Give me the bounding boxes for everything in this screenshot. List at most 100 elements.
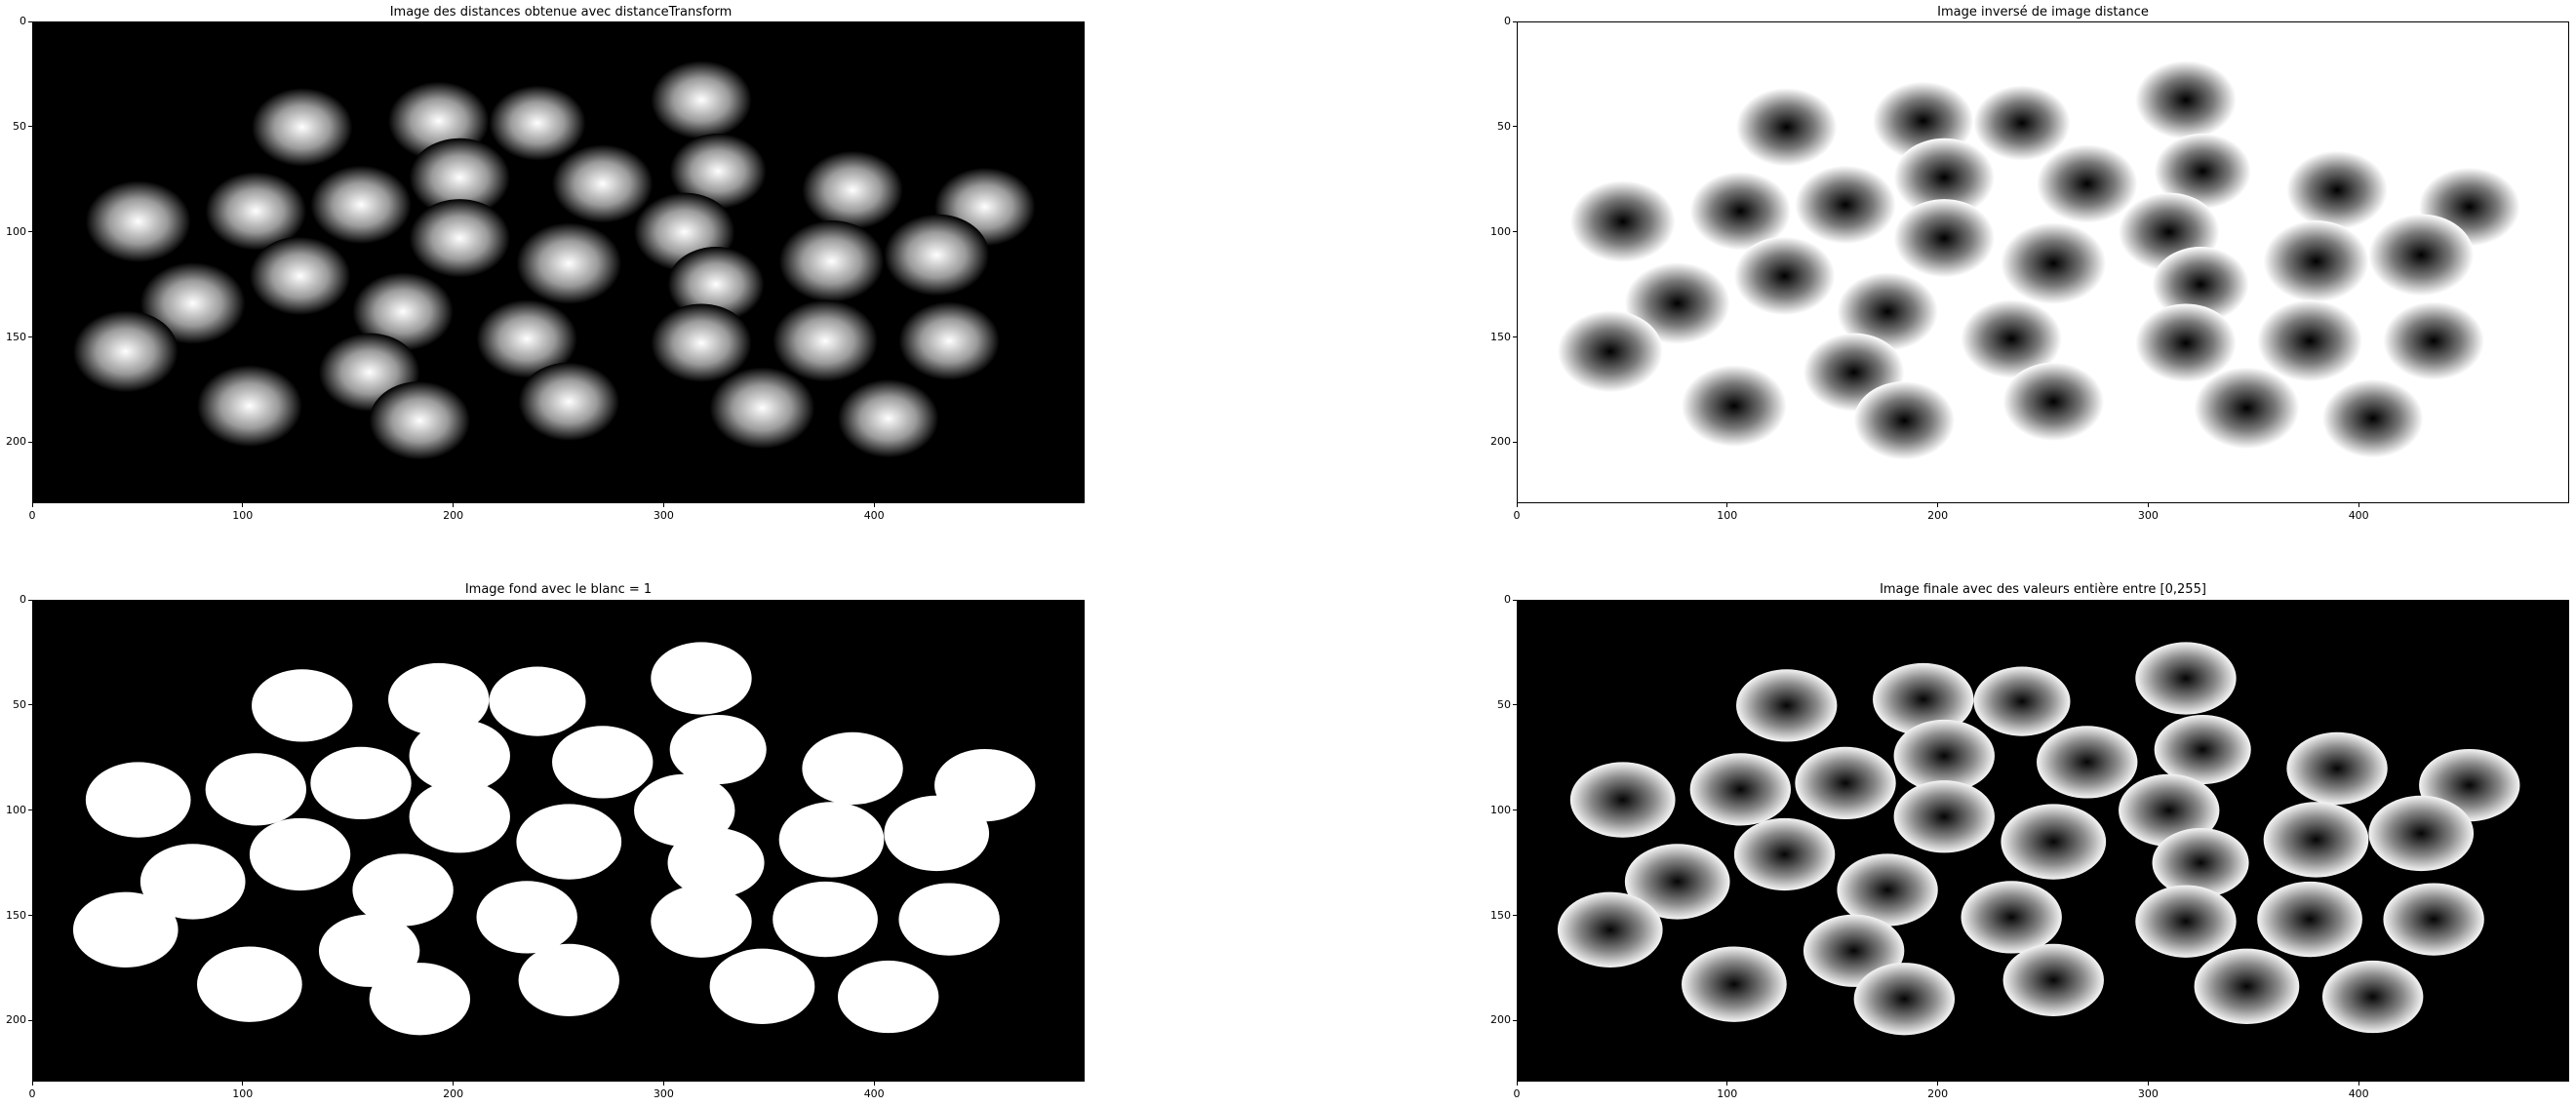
- x-tick-mark: [31, 1082, 33, 1086]
- x-tick-mark: [662, 503, 664, 507]
- x-tick-label: 200: [443, 1087, 464, 1100]
- x-tick-mark: [242, 1082, 244, 1086]
- final-blob: [2321, 960, 2424, 1034]
- x-tick-mark: [1516, 503, 1518, 507]
- distance-blob: [85, 180, 191, 262]
- panel-binary-background: Image fond avec le blanc = 1: [32, 582, 1085, 1082]
- distance-blob: [518, 362, 619, 442]
- inverse-blob: [2001, 222, 2107, 304]
- y-tick-label: 0: [20, 593, 26, 606]
- y-tick-label: 200: [6, 435, 26, 449]
- x-tick-mark: [1516, 1082, 1518, 1086]
- distance-blob: [310, 165, 412, 245]
- binary-blob: [709, 948, 815, 1024]
- panel-title: Image fond avec le blanc = 1: [464, 582, 653, 597]
- y-tick-label: 150: [1490, 908, 1511, 922]
- distance-blob: [352, 272, 454, 351]
- inverse-blob: [2383, 301, 2484, 380]
- binary-blob: [409, 719, 510, 793]
- final-blob: [1736, 669, 1838, 742]
- inverse-blob: [2002, 362, 2104, 442]
- inverse-blob: [2194, 367, 2300, 450]
- final-blob: [1624, 844, 1730, 920]
- final-blob: [2002, 943, 2104, 1016]
- inverse-blob: [2152, 247, 2249, 323]
- x-tick-label: 100: [232, 1087, 254, 1100]
- x-tick-mark: [1937, 503, 1939, 507]
- final-blob: [1557, 891, 1663, 968]
- final-blob: [2194, 948, 2300, 1024]
- inverse-blob: [1689, 172, 1792, 251]
- y-tick-mark: [1513, 441, 1517, 443]
- y-tick-label: 0: [20, 15, 26, 27]
- inverse-blob: [2037, 144, 2138, 223]
- y-tick-label: 100: [1490, 224, 1511, 238]
- y-tick-label: 50: [13, 119, 26, 133]
- distance-blob: [516, 222, 622, 304]
- y-tick-label: 200: [1490, 435, 1511, 449]
- inverse-blob: [1624, 262, 1730, 344]
- binary-blob: [409, 780, 510, 853]
- x-tick-label: 100: [1717, 1087, 1738, 1100]
- binary-blob: [369, 963, 471, 1036]
- panel-title: Image inversé de image distance: [1937, 5, 2149, 20]
- inverse-blob: [1733, 236, 1836, 316]
- final-blob: [1893, 719, 1995, 793]
- x-tick-mark: [1937, 1082, 1939, 1086]
- image-canvas: [1518, 22, 2568, 502]
- distance-blob: [669, 133, 767, 210]
- binary-blob: [778, 802, 885, 878]
- x-tick-mark: [453, 1082, 455, 1086]
- final-blob: [1795, 746, 1896, 820]
- x-tick-mark: [242, 503, 244, 507]
- final-blob: [2286, 731, 2388, 806]
- binary-blob: [651, 885, 752, 958]
- binary-blob: [388, 662, 490, 736]
- x-tick-mark: [2147, 1082, 2149, 1086]
- inverse-blob: [2263, 220, 2369, 302]
- y-tick-mark: [28, 126, 32, 128]
- inverse-blob: [1557, 310, 1663, 393]
- panel-inverse-distance: Image inversé de image distance: [0, 0, 2576, 546]
- final-blob: [2135, 642, 2237, 715]
- y-tick-mark: [1513, 336, 1517, 338]
- panel-title: Image finale avec des valeurs entière en…: [1880, 582, 2206, 597]
- y-tick-label: 0: [1504, 15, 1511, 27]
- y-tick-mark: [28, 336, 32, 338]
- binary-blob: [884, 795, 990, 872]
- inverse-blob: [1973, 85, 2071, 161]
- y-tick-label: 150: [6, 908, 26, 922]
- y-tick-mark: [1513, 915, 1517, 917]
- inverse-blob: [1893, 138, 1995, 217]
- distance-blob: [252, 88, 353, 167]
- y-tick-mark: [1513, 599, 1517, 601]
- x-tick-mark: [2147, 503, 2149, 507]
- binary-blob: [669, 714, 767, 785]
- inverse-blob: [2135, 60, 2237, 139]
- x-tick-label: 300: [653, 509, 674, 522]
- final-blob: [2152, 827, 2249, 898]
- final-blob: [1873, 662, 1974, 736]
- panel-title: Image des distances obtenue avec distanc…: [389, 5, 733, 20]
- distance-blob: [884, 214, 990, 296]
- y-tick-mark: [28, 599, 32, 601]
- final-blob: [1569, 762, 1676, 838]
- distance-blob: [651, 60, 752, 139]
- x-tick-label: 400: [863, 1087, 885, 1100]
- binary-blob: [197, 946, 302, 1022]
- x-tick-mark: [1726, 503, 1728, 507]
- inverse-blob: [2257, 299, 2362, 382]
- final-blob: [2135, 885, 2237, 958]
- distance-blob: [409, 138, 510, 217]
- inverse-blob: [1837, 272, 1938, 351]
- binary-blob: [837, 960, 939, 1034]
- final-blob: [1689, 753, 1792, 826]
- x-tick-mark: [662, 1082, 664, 1086]
- y-tick-label: 200: [6, 1013, 26, 1027]
- x-tick-label: 400: [2348, 1087, 2369, 1100]
- y-tick-mark: [1513, 20, 1517, 22]
- inverse-blob: [1853, 380, 1956, 460]
- binary-blob: [139, 844, 246, 920]
- y-tick-mark: [1513, 704, 1517, 706]
- binary-blob: [72, 891, 178, 968]
